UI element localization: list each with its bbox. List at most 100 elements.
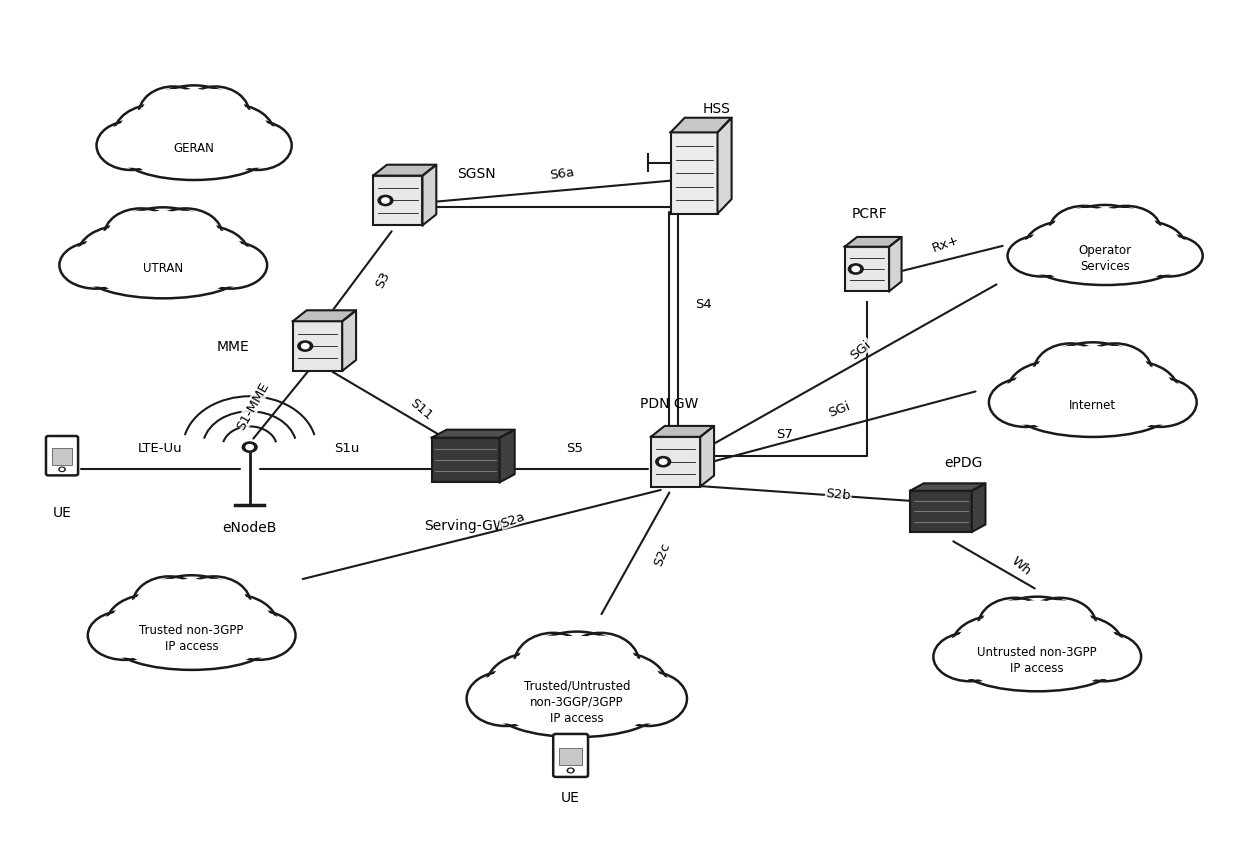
Ellipse shape bbox=[1008, 236, 1076, 277]
FancyBboxPatch shape bbox=[52, 449, 72, 465]
Polygon shape bbox=[910, 484, 986, 492]
Polygon shape bbox=[889, 238, 901, 292]
Ellipse shape bbox=[982, 601, 1048, 651]
Text: UE: UE bbox=[52, 505, 72, 519]
Text: Wh: Wh bbox=[1008, 554, 1034, 577]
Ellipse shape bbox=[118, 108, 195, 163]
Ellipse shape bbox=[613, 674, 683, 724]
Ellipse shape bbox=[112, 212, 216, 282]
Circle shape bbox=[60, 468, 66, 472]
Circle shape bbox=[298, 342, 312, 352]
Polygon shape bbox=[651, 426, 714, 437]
Polygon shape bbox=[972, 484, 986, 532]
Text: Internet: Internet bbox=[1069, 399, 1116, 412]
Ellipse shape bbox=[133, 577, 206, 632]
Text: S2b: S2b bbox=[825, 486, 852, 502]
Ellipse shape bbox=[88, 611, 161, 660]
Ellipse shape bbox=[1034, 344, 1107, 400]
Polygon shape bbox=[342, 311, 356, 371]
Ellipse shape bbox=[1033, 616, 1122, 676]
Ellipse shape bbox=[517, 636, 589, 692]
FancyBboxPatch shape bbox=[553, 734, 588, 777]
Circle shape bbox=[61, 468, 63, 471]
Circle shape bbox=[567, 768, 574, 773]
Ellipse shape bbox=[195, 108, 270, 163]
Text: Rx+: Rx+ bbox=[930, 232, 961, 254]
FancyBboxPatch shape bbox=[671, 133, 718, 214]
Ellipse shape bbox=[1012, 364, 1092, 419]
Ellipse shape bbox=[128, 134, 260, 178]
Ellipse shape bbox=[145, 90, 243, 163]
Ellipse shape bbox=[936, 635, 1003, 679]
Ellipse shape bbox=[956, 618, 1038, 673]
Ellipse shape bbox=[122, 623, 262, 668]
Circle shape bbox=[301, 344, 309, 350]
Polygon shape bbox=[701, 426, 714, 487]
Text: S3: S3 bbox=[373, 269, 393, 290]
Ellipse shape bbox=[1039, 246, 1172, 284]
Ellipse shape bbox=[93, 254, 233, 297]
Text: SGi: SGi bbox=[826, 400, 852, 419]
Ellipse shape bbox=[980, 597, 1094, 677]
Ellipse shape bbox=[522, 636, 632, 717]
Text: Trusted non-3GPP
IP access: Trusted non-3GPP IP access bbox=[139, 623, 244, 653]
Text: S1-MME: S1-MME bbox=[234, 380, 272, 431]
Ellipse shape bbox=[1016, 388, 1171, 437]
FancyBboxPatch shape bbox=[432, 438, 500, 483]
Text: Serving-GW: Serving-GW bbox=[424, 518, 507, 533]
Ellipse shape bbox=[466, 672, 544, 726]
Ellipse shape bbox=[184, 90, 247, 140]
FancyBboxPatch shape bbox=[559, 747, 582, 765]
Ellipse shape bbox=[1068, 633, 1141, 682]
Text: HSS: HSS bbox=[702, 102, 730, 115]
Polygon shape bbox=[373, 165, 436, 177]
Ellipse shape bbox=[110, 598, 192, 652]
Ellipse shape bbox=[1091, 207, 1161, 254]
Text: SGi: SGi bbox=[848, 338, 873, 362]
Text: LTE-Uu: LTE-Uu bbox=[138, 441, 182, 454]
Text: PCRF: PCRF bbox=[852, 207, 888, 221]
Ellipse shape bbox=[1101, 221, 1185, 272]
Ellipse shape bbox=[192, 598, 273, 652]
Ellipse shape bbox=[1023, 598, 1096, 653]
Ellipse shape bbox=[992, 381, 1059, 425]
Ellipse shape bbox=[470, 674, 541, 724]
Circle shape bbox=[656, 457, 671, 468]
Polygon shape bbox=[500, 430, 515, 483]
Ellipse shape bbox=[1071, 635, 1138, 679]
Polygon shape bbox=[718, 119, 732, 214]
Polygon shape bbox=[432, 430, 515, 438]
Ellipse shape bbox=[122, 132, 267, 181]
Ellipse shape bbox=[562, 633, 640, 695]
Ellipse shape bbox=[1028, 224, 1105, 270]
Ellipse shape bbox=[181, 87, 249, 143]
Polygon shape bbox=[844, 238, 901, 247]
Circle shape bbox=[660, 460, 667, 465]
Ellipse shape bbox=[114, 105, 198, 165]
Circle shape bbox=[569, 770, 573, 771]
Text: S7: S7 bbox=[776, 428, 794, 441]
Text: S11: S11 bbox=[408, 395, 435, 422]
FancyBboxPatch shape bbox=[46, 437, 78, 476]
Ellipse shape bbox=[139, 87, 207, 143]
Ellipse shape bbox=[159, 226, 249, 284]
Text: S4: S4 bbox=[696, 298, 712, 311]
Ellipse shape bbox=[1081, 346, 1148, 397]
Ellipse shape bbox=[978, 598, 1052, 653]
Ellipse shape bbox=[149, 209, 222, 263]
Ellipse shape bbox=[1027, 601, 1092, 651]
Circle shape bbox=[852, 267, 859, 272]
Ellipse shape bbox=[1035, 343, 1149, 423]
Ellipse shape bbox=[104, 209, 177, 263]
Ellipse shape bbox=[934, 633, 1007, 682]
Circle shape bbox=[382, 199, 389, 204]
Text: PDN GW: PDN GW bbox=[640, 397, 698, 411]
Text: ePDG: ePDG bbox=[944, 455, 982, 469]
Ellipse shape bbox=[1052, 206, 1158, 274]
Ellipse shape bbox=[86, 252, 241, 299]
Ellipse shape bbox=[164, 229, 244, 282]
Ellipse shape bbox=[108, 212, 174, 260]
Ellipse shape bbox=[577, 656, 663, 717]
Ellipse shape bbox=[78, 226, 167, 284]
Circle shape bbox=[246, 445, 253, 450]
